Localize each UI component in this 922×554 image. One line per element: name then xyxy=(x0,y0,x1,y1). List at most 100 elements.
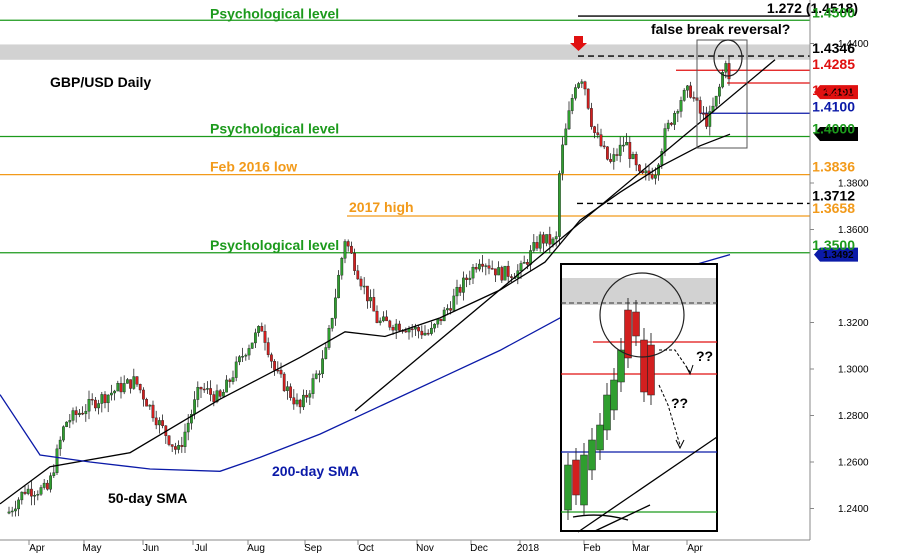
candle xyxy=(250,342,254,349)
candle xyxy=(10,506,14,517)
candle xyxy=(241,347,244,363)
y-tick-label: 1.2600 xyxy=(838,458,869,469)
candle xyxy=(77,409,81,418)
candle xyxy=(173,442,177,455)
candle xyxy=(93,397,97,412)
candle xyxy=(209,380,212,402)
candle xyxy=(167,435,171,447)
x-tick-label: Apr xyxy=(29,543,45,554)
candle xyxy=(228,378,232,388)
level-note-9: 2017 high xyxy=(349,199,414,215)
level-note-6: Psychological level xyxy=(210,121,339,137)
chart-title: GBP/USD Daily xyxy=(50,74,151,90)
candle xyxy=(295,393,299,407)
candle xyxy=(471,263,475,284)
x-tick-label: Dec xyxy=(470,543,488,554)
candle xyxy=(650,167,654,180)
candle xyxy=(321,350,324,379)
candle xyxy=(596,123,600,139)
candle xyxy=(561,137,565,181)
candle xyxy=(266,337,270,358)
candle xyxy=(298,398,302,414)
candle xyxy=(682,88,686,102)
candle xyxy=(628,136,632,168)
x-tick-label: Feb xyxy=(583,543,601,554)
candle xyxy=(484,263,488,276)
candle xyxy=(465,274,468,288)
candle xyxy=(199,386,203,399)
candle xyxy=(161,414,164,429)
candle xyxy=(36,490,40,501)
price-tag-2 xyxy=(814,247,858,262)
candle xyxy=(65,421,69,428)
candle xyxy=(356,264,360,280)
candle xyxy=(625,133,629,146)
candle xyxy=(426,329,430,336)
candle xyxy=(276,361,280,374)
candle xyxy=(666,119,670,132)
candle xyxy=(125,377,129,384)
candle xyxy=(189,409,193,430)
sma50-line xyxy=(0,133,731,505)
candle xyxy=(481,254,484,273)
candle xyxy=(545,234,549,247)
candle xyxy=(433,323,436,333)
candle xyxy=(308,390,312,405)
candle xyxy=(430,321,433,336)
candle xyxy=(215,384,219,404)
scenario-arrow-2 xyxy=(658,384,681,446)
candle xyxy=(487,258,491,275)
candle xyxy=(718,83,721,105)
candle xyxy=(55,444,59,475)
candle xyxy=(638,164,641,173)
candle xyxy=(58,436,62,456)
candle xyxy=(234,356,238,382)
candle xyxy=(292,389,296,410)
candle xyxy=(20,491,24,505)
candle xyxy=(100,391,104,413)
trendline xyxy=(354,59,776,412)
candle xyxy=(81,406,85,416)
candle xyxy=(151,400,155,422)
y-tick-label: 1.4400 xyxy=(838,39,869,50)
y-tick-label: 1.3000 xyxy=(838,365,869,376)
candle xyxy=(500,265,504,283)
candle xyxy=(74,406,78,423)
inset-candle xyxy=(580,443,588,515)
candle xyxy=(340,256,344,280)
resistance-zone xyxy=(0,44,810,60)
candle xyxy=(686,85,689,98)
level-label-8: 1.3712 xyxy=(812,187,855,203)
candle xyxy=(84,404,88,422)
level-label-10: 1.3500 xyxy=(812,237,855,253)
focus-circle xyxy=(713,39,743,77)
candle xyxy=(289,383,292,401)
inset-candle xyxy=(572,448,580,505)
candle xyxy=(97,399,101,415)
candle xyxy=(535,236,539,251)
candle xyxy=(606,146,609,161)
candle xyxy=(119,376,123,399)
candle xyxy=(286,381,289,400)
candle xyxy=(106,394,110,413)
candle xyxy=(244,353,248,361)
inset-candle xyxy=(603,383,611,440)
candle xyxy=(305,389,308,403)
candle xyxy=(311,373,315,399)
candle xyxy=(132,368,136,390)
inset-candle xyxy=(617,338,625,392)
candle xyxy=(446,304,449,316)
candle xyxy=(417,324,420,339)
candlestick-series xyxy=(7,56,731,517)
candle xyxy=(532,234,536,253)
candle xyxy=(90,393,94,406)
candle xyxy=(580,79,584,89)
x-tick-label: Aug xyxy=(247,543,265,554)
candle xyxy=(33,491,37,506)
candle xyxy=(145,397,148,407)
candle xyxy=(439,318,443,326)
candle xyxy=(205,381,209,394)
candle xyxy=(263,324,267,351)
question-label-1: ?? xyxy=(696,348,713,364)
